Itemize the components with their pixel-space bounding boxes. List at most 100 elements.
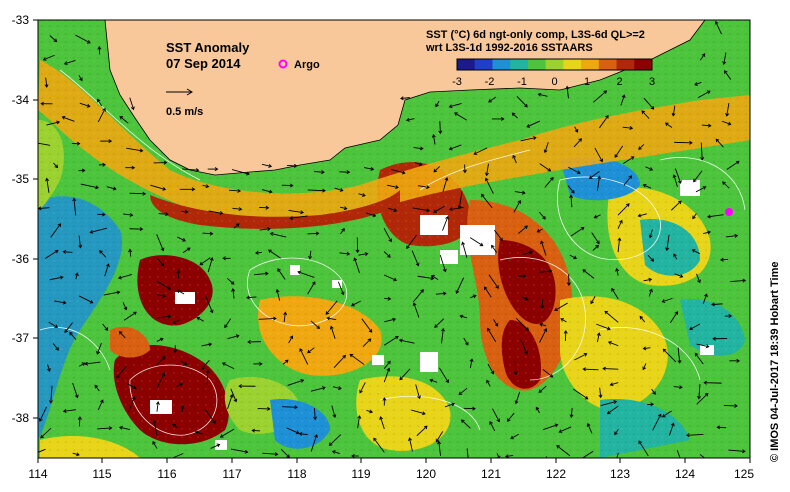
current-vector-head xyxy=(638,146,642,150)
current-vector-head xyxy=(460,419,465,423)
current-vector-shaft xyxy=(696,273,701,283)
current-vector-shaft xyxy=(723,52,727,65)
current-vector-shaft xyxy=(208,210,223,214)
current-vector-shaft xyxy=(593,90,607,103)
current-vector-shaft xyxy=(123,213,133,216)
current-vector-shaft xyxy=(156,257,165,267)
current-vector-shaft xyxy=(567,185,575,194)
current-vector-head xyxy=(34,452,37,455)
current-vector-shaft xyxy=(594,214,601,219)
current-vector-head xyxy=(480,193,485,198)
current-vector-shaft xyxy=(611,288,619,300)
current-vector-head xyxy=(524,103,528,108)
current-vector-shaft xyxy=(229,189,241,192)
current-vector-shaft xyxy=(491,245,498,253)
current-vector-head xyxy=(711,302,715,307)
current-vector-shaft xyxy=(608,341,619,347)
current-vector-shaft xyxy=(623,156,635,164)
current-vector-head xyxy=(677,360,682,364)
current-vector-head xyxy=(435,103,439,108)
current-vector-head xyxy=(697,395,701,400)
current-vector-shaft xyxy=(596,333,600,343)
current-vector-shaft xyxy=(383,274,397,281)
current-vector-head xyxy=(429,378,434,383)
current-vector-shaft xyxy=(488,96,497,103)
current-vector-head xyxy=(316,325,321,329)
current-vector-head xyxy=(573,255,577,260)
current-vector-head xyxy=(123,306,128,311)
current-vector-shaft xyxy=(63,409,77,412)
current-vector-head xyxy=(638,440,642,445)
current-vector-shaft xyxy=(711,303,723,305)
current-vector-head xyxy=(277,268,281,272)
current-vector-head xyxy=(702,186,707,190)
current-vector-shaft xyxy=(643,347,651,350)
current-vector-shaft xyxy=(255,251,262,254)
current-vector-shaft xyxy=(454,112,467,121)
current-vector-shaft xyxy=(50,223,61,238)
current-vector-head xyxy=(734,403,738,408)
colorbar-segment xyxy=(563,59,582,70)
current-vector-shaft xyxy=(332,386,342,390)
current-vector-shaft xyxy=(358,193,366,197)
current-vector-shaft xyxy=(662,410,672,418)
current-vector-head xyxy=(728,314,733,319)
current-vector-shaft xyxy=(119,426,130,430)
current-vector-head xyxy=(648,234,653,239)
current-vector-head xyxy=(33,141,36,144)
current-vector-head xyxy=(611,287,615,292)
current-vector-head xyxy=(74,272,79,277)
current-vector-head xyxy=(129,212,134,217)
current-vector-shaft xyxy=(299,348,309,365)
current-vector-head xyxy=(246,171,250,176)
current-vector-head xyxy=(338,386,342,391)
current-vector-head xyxy=(532,136,537,140)
current-vector-shaft xyxy=(665,122,673,128)
current-vector-head xyxy=(284,359,289,364)
current-vector-shaft xyxy=(603,368,619,370)
current-vector-head xyxy=(707,123,712,128)
current-vector-head xyxy=(393,277,398,282)
current-vector-shaft xyxy=(538,211,546,220)
current-vector-shaft xyxy=(105,457,107,458)
current-vector-head xyxy=(615,267,620,272)
current-vector-head xyxy=(295,430,300,435)
colorbar-tick: -2 xyxy=(485,76,495,88)
current-vector-head xyxy=(637,213,642,218)
current-vector-shaft xyxy=(651,388,656,395)
colorbar-segment xyxy=(616,59,635,70)
current-vector-shaft xyxy=(516,96,528,108)
current-vector-head xyxy=(560,318,565,322)
current-vector-head xyxy=(329,325,334,330)
current-vector-shaft xyxy=(522,251,533,256)
current-vector-shaft xyxy=(383,336,399,346)
current-vector-head xyxy=(522,274,527,279)
current-vector-head xyxy=(442,268,447,273)
current-vector-shaft xyxy=(505,455,514,457)
current-vector-shaft xyxy=(85,361,101,365)
current-vector-head xyxy=(340,291,345,296)
colorbar-segment xyxy=(492,59,511,70)
current-vector-head xyxy=(353,257,358,262)
current-vector-head xyxy=(742,449,746,454)
current-vector-head xyxy=(472,406,476,411)
current-vector-head xyxy=(368,329,373,333)
current-vector-head xyxy=(671,112,676,117)
current-vector-head xyxy=(382,397,387,401)
current-vector-shaft xyxy=(64,59,76,65)
current-vector-head xyxy=(722,61,727,66)
current-vector-head xyxy=(131,165,136,170)
current-vector-head xyxy=(61,115,66,120)
current-vector-head xyxy=(328,442,333,447)
current-vector-head xyxy=(342,354,346,359)
current-vector-head xyxy=(167,286,172,290)
current-vector-head xyxy=(163,160,168,165)
current-vector-shaft xyxy=(455,277,465,294)
climatology-reference: wrt L3S-1d 1992-2016 SSTAARS xyxy=(425,42,593,54)
current-vector-shaft xyxy=(262,452,278,455)
current-vector-shaft xyxy=(307,347,315,354)
current-vector-head xyxy=(704,293,708,298)
current-vector-head xyxy=(267,227,271,231)
current-vector-shaft xyxy=(387,184,399,188)
